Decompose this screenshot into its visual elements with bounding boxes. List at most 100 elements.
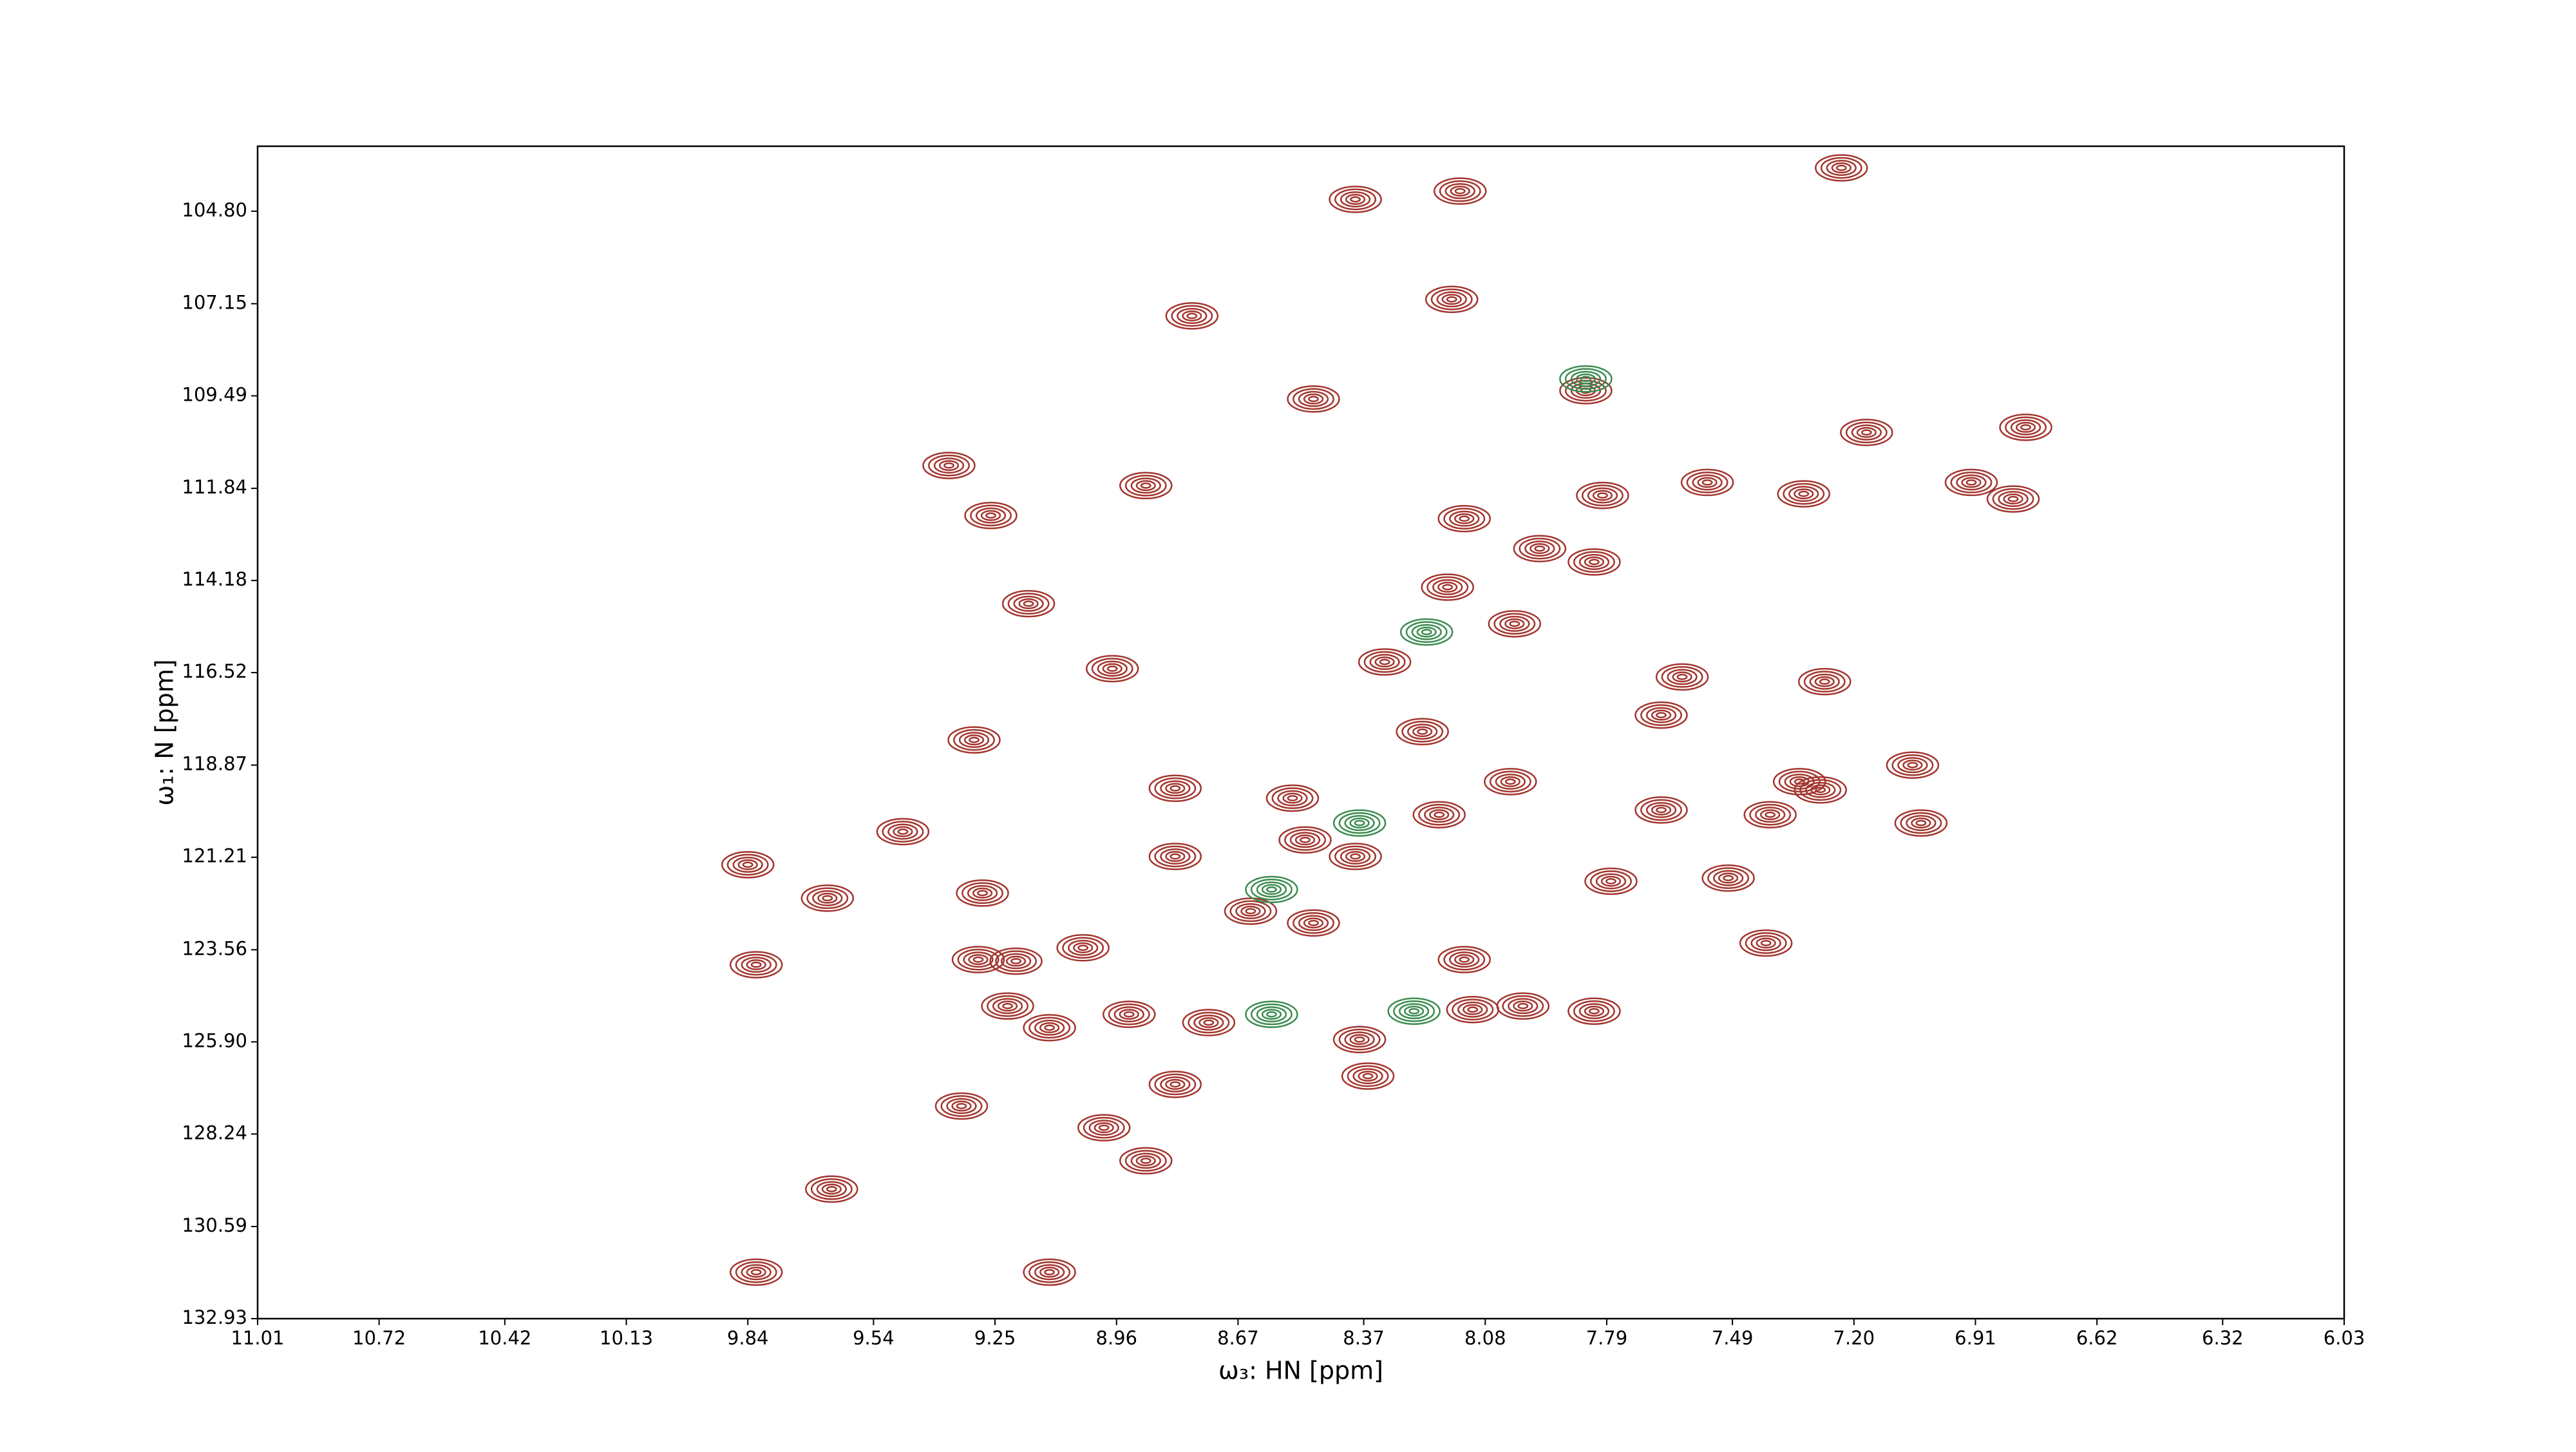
peak — [1437, 504, 1491, 533]
contour-level — [1352, 1068, 1383, 1084]
peak — [989, 947, 1043, 975]
contour-level — [1160, 848, 1191, 865]
contour-level — [1426, 576, 1469, 598]
contour-level — [1278, 826, 1332, 854]
contour-level — [1496, 992, 1550, 1020]
contour-level — [1108, 1003, 1150, 1026]
contour-level — [1424, 807, 1455, 823]
contour-level — [821, 1183, 842, 1195]
peak — [1077, 1114, 1131, 1142]
contour-level — [928, 454, 970, 477]
contour-level — [1950, 472, 1993, 493]
contour-level — [1701, 864, 1755, 892]
contour-level — [1432, 579, 1463, 595]
contour-level — [1499, 615, 1530, 632]
y-tick-label: 123.56 — [182, 937, 247, 959]
contour-level — [1148, 774, 1202, 803]
peak — [956, 879, 1009, 907]
contour-level — [1354, 1036, 1365, 1043]
contour-level — [1495, 773, 1526, 790]
contour-level — [750, 1269, 762, 1275]
x-tick-label: 11.01 — [231, 1327, 284, 1349]
peak — [1329, 843, 1382, 870]
contour-level — [1013, 595, 1044, 612]
contour-level — [1965, 479, 1977, 486]
contour-level — [1831, 162, 1852, 174]
contour-level — [1902, 759, 1923, 771]
contour-level — [1261, 884, 1282, 895]
contour-level — [1345, 194, 1366, 205]
contour-level — [1135, 1155, 1156, 1167]
contour-level — [969, 736, 980, 743]
contour-level — [985, 512, 997, 519]
y-tick-label: 104.80 — [182, 199, 247, 221]
peak — [1023, 1014, 1076, 1042]
contour-level — [1815, 787, 1826, 794]
peak — [1425, 285, 1479, 313]
contour-level — [1182, 1009, 1236, 1036]
contour-level — [1171, 305, 1213, 327]
contour-level — [876, 817, 930, 846]
contour-level — [964, 502, 1018, 530]
contour-level — [1282, 792, 1303, 804]
contour-level — [1362, 1073, 1374, 1080]
contour-level — [1449, 510, 1480, 527]
peak — [1559, 365, 1613, 393]
contour-level — [1645, 707, 1677, 723]
contour-level — [1500, 776, 1520, 787]
contour-level — [1900, 812, 1942, 834]
peak — [1513, 535, 1567, 562]
contour-level — [1794, 778, 1805, 785]
contour-level — [992, 998, 1023, 1015]
contour-level — [1229, 900, 1272, 922]
contour-level — [1576, 481, 1629, 510]
peak — [1332, 809, 1387, 837]
contour-level — [1405, 621, 1448, 644]
contour-level — [1148, 1071, 1202, 1098]
contour-level — [975, 507, 1007, 524]
contour-level — [1452, 998, 1494, 1021]
contour-level — [817, 892, 838, 904]
contour-level — [1743, 801, 1797, 828]
contour-level — [1656, 712, 1667, 718]
contour-level — [1457, 1001, 1488, 1018]
contour-level — [1897, 757, 1928, 774]
contour-level — [1412, 801, 1466, 828]
contour-level — [1434, 811, 1445, 818]
contour-level — [1135, 480, 1156, 492]
contour-level — [1130, 477, 1161, 494]
contour-level — [1387, 997, 1441, 1025]
peak — [1701, 864, 1755, 892]
contour-level — [1680, 468, 1734, 497]
contour-level — [1165, 302, 1219, 330]
contour-level — [1788, 486, 1819, 502]
contour-level — [972, 956, 984, 963]
contour-level — [1154, 777, 1197, 799]
contour-level — [953, 729, 995, 751]
contour-level — [1640, 799, 1682, 821]
contour-level — [1308, 919, 1319, 926]
contour-level — [1251, 878, 1293, 901]
contour-level — [1450, 186, 1470, 197]
peak — [1148, 843, 1202, 870]
contour-level — [1755, 807, 1786, 823]
contour-level — [1401, 720, 1444, 743]
peak — [964, 502, 1018, 530]
contour-level — [1344, 815, 1375, 832]
contour-level — [1756, 937, 1776, 949]
contour-level — [750, 961, 762, 968]
contour-level — [1676, 673, 1688, 680]
contour-level — [1062, 937, 1104, 959]
contour-level — [1103, 1000, 1156, 1028]
contour-level — [1094, 1122, 1114, 1134]
contour-level — [1783, 482, 1825, 505]
x-tick-label: 7.20 — [1833, 1327, 1875, 1349]
contour-level — [805, 1175, 858, 1203]
contour-level — [1519, 537, 1561, 560]
contour-level — [1794, 488, 1814, 500]
peak — [1265, 784, 1320, 812]
contour-level — [1433, 177, 1487, 205]
contour-level — [1113, 1006, 1144, 1023]
contour-level — [1350, 853, 1361, 860]
contour-level — [1119, 1147, 1173, 1175]
